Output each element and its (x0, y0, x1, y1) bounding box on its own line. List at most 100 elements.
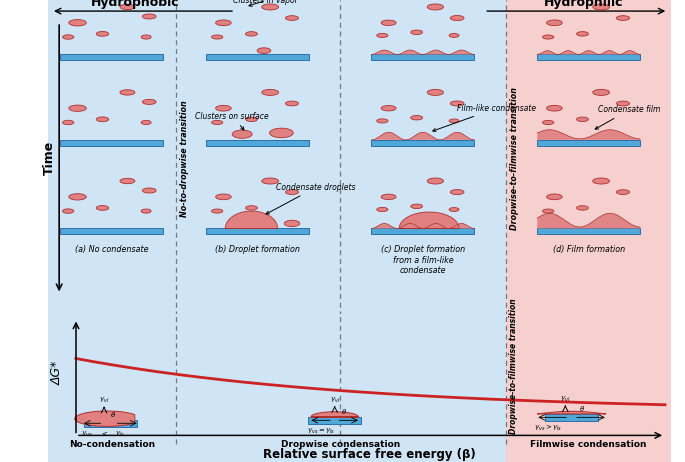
Ellipse shape (411, 204, 423, 208)
Ellipse shape (245, 31, 258, 36)
Bar (60, 55, 163, 60)
Text: Clusters in vapor: Clusters in vapor (233, 0, 297, 6)
Ellipse shape (212, 121, 223, 125)
Ellipse shape (616, 101, 630, 106)
Bar (371, 229, 474, 234)
Ellipse shape (593, 4, 610, 10)
Ellipse shape (284, 220, 300, 226)
Ellipse shape (377, 207, 388, 212)
Ellipse shape (450, 16, 464, 21)
Ellipse shape (270, 128, 293, 138)
Polygon shape (399, 212, 459, 229)
Ellipse shape (262, 90, 279, 96)
Polygon shape (537, 411, 606, 414)
Ellipse shape (216, 105, 232, 111)
Text: (b) Droplet formation: (b) Droplet formation (215, 245, 300, 254)
Text: $\gamma_{vs} > \gamma_{ls}$: $\gamma_{vs} > \gamma_{ls}$ (534, 423, 562, 433)
Text: $\gamma_{vs}$: $\gamma_{vs}$ (81, 429, 92, 438)
Text: Hydrophobic: Hydrophobic (91, 0, 179, 10)
Text: $\gamma_{vl}$: $\gamma_{vl}$ (329, 396, 340, 405)
Text: Hydrophilic: Hydrophilic (545, 0, 624, 10)
Bar (506, 314, 671, 462)
Ellipse shape (141, 121, 151, 125)
Ellipse shape (62, 35, 74, 39)
Text: Condensate droplets: Condensate droplets (266, 183, 356, 214)
Text: $\theta$: $\theta$ (341, 407, 347, 416)
Text: (c) Droplet formation
from a film-like
condensate: (c) Droplet formation from a film-like c… (381, 245, 465, 275)
Ellipse shape (427, 4, 443, 10)
Text: Time: Time (42, 141, 55, 176)
Text: Filmwise condensation: Filmwise condensation (530, 440, 647, 449)
Ellipse shape (286, 190, 299, 195)
Bar (60, 140, 163, 146)
Ellipse shape (257, 48, 271, 54)
Bar (48, 0, 506, 316)
Bar (371, 140, 474, 146)
Ellipse shape (577, 206, 588, 210)
Ellipse shape (142, 188, 156, 193)
Bar (206, 229, 309, 234)
Text: Dropwise condensation: Dropwise condensation (282, 440, 401, 449)
Ellipse shape (543, 209, 553, 213)
Ellipse shape (577, 117, 588, 122)
Ellipse shape (142, 14, 156, 19)
Text: (d) Film formation: (d) Film formation (553, 245, 625, 254)
Bar (48, 314, 506, 462)
Bar (371, 55, 474, 60)
Bar (545, 414, 598, 420)
Ellipse shape (593, 90, 610, 96)
Ellipse shape (543, 35, 553, 39)
Ellipse shape (593, 178, 610, 184)
Ellipse shape (616, 16, 630, 20)
Bar (506, 0, 671, 316)
Ellipse shape (577, 31, 588, 36)
Ellipse shape (449, 207, 459, 212)
Ellipse shape (427, 90, 443, 96)
Bar (206, 140, 309, 146)
Polygon shape (311, 412, 358, 417)
Ellipse shape (547, 105, 562, 111)
Ellipse shape (381, 20, 396, 25)
Bar (537, 140, 640, 146)
Ellipse shape (245, 206, 258, 210)
Ellipse shape (97, 117, 109, 122)
Text: $\theta$: $\theta$ (110, 410, 116, 419)
Ellipse shape (120, 90, 135, 95)
Ellipse shape (212, 209, 223, 213)
Polygon shape (75, 411, 135, 426)
Text: (a) No condensate: (a) No condensate (75, 245, 149, 254)
Ellipse shape (616, 190, 630, 195)
Ellipse shape (286, 16, 299, 20)
Text: No-condensation: No-condensation (68, 440, 155, 449)
Bar (537, 55, 640, 60)
Text: Dropwise-to-filmwise transition: Dropwise-to-filmwise transition (509, 298, 519, 434)
Bar (537, 229, 640, 234)
Ellipse shape (68, 105, 86, 111)
Text: $\gamma_{vl}$: $\gamma_{vl}$ (560, 395, 571, 404)
Ellipse shape (97, 206, 109, 210)
Ellipse shape (62, 120, 74, 125)
Ellipse shape (62, 209, 74, 213)
Ellipse shape (232, 130, 252, 138)
Text: $\gamma_{vs} = \gamma_{ls}$: $\gamma_{vs} = \gamma_{ls}$ (307, 426, 335, 436)
Ellipse shape (381, 105, 396, 111)
Bar (206, 55, 309, 60)
Ellipse shape (450, 189, 464, 195)
Polygon shape (225, 211, 277, 229)
Ellipse shape (97, 31, 109, 36)
Ellipse shape (547, 20, 562, 25)
Ellipse shape (68, 194, 86, 200)
Text: Clusters on surface: Clusters on surface (195, 112, 269, 130)
Ellipse shape (141, 35, 151, 39)
Ellipse shape (212, 35, 223, 39)
Bar (84, 420, 137, 426)
Text: Film-like condensate: Film-like condensate (433, 104, 536, 131)
Ellipse shape (141, 209, 151, 213)
Ellipse shape (377, 119, 388, 123)
Text: Condensate film: Condensate film (595, 105, 660, 129)
Ellipse shape (262, 178, 279, 184)
Ellipse shape (262, 4, 279, 10)
Ellipse shape (411, 116, 423, 120)
Ellipse shape (543, 121, 553, 125)
Ellipse shape (381, 194, 396, 200)
